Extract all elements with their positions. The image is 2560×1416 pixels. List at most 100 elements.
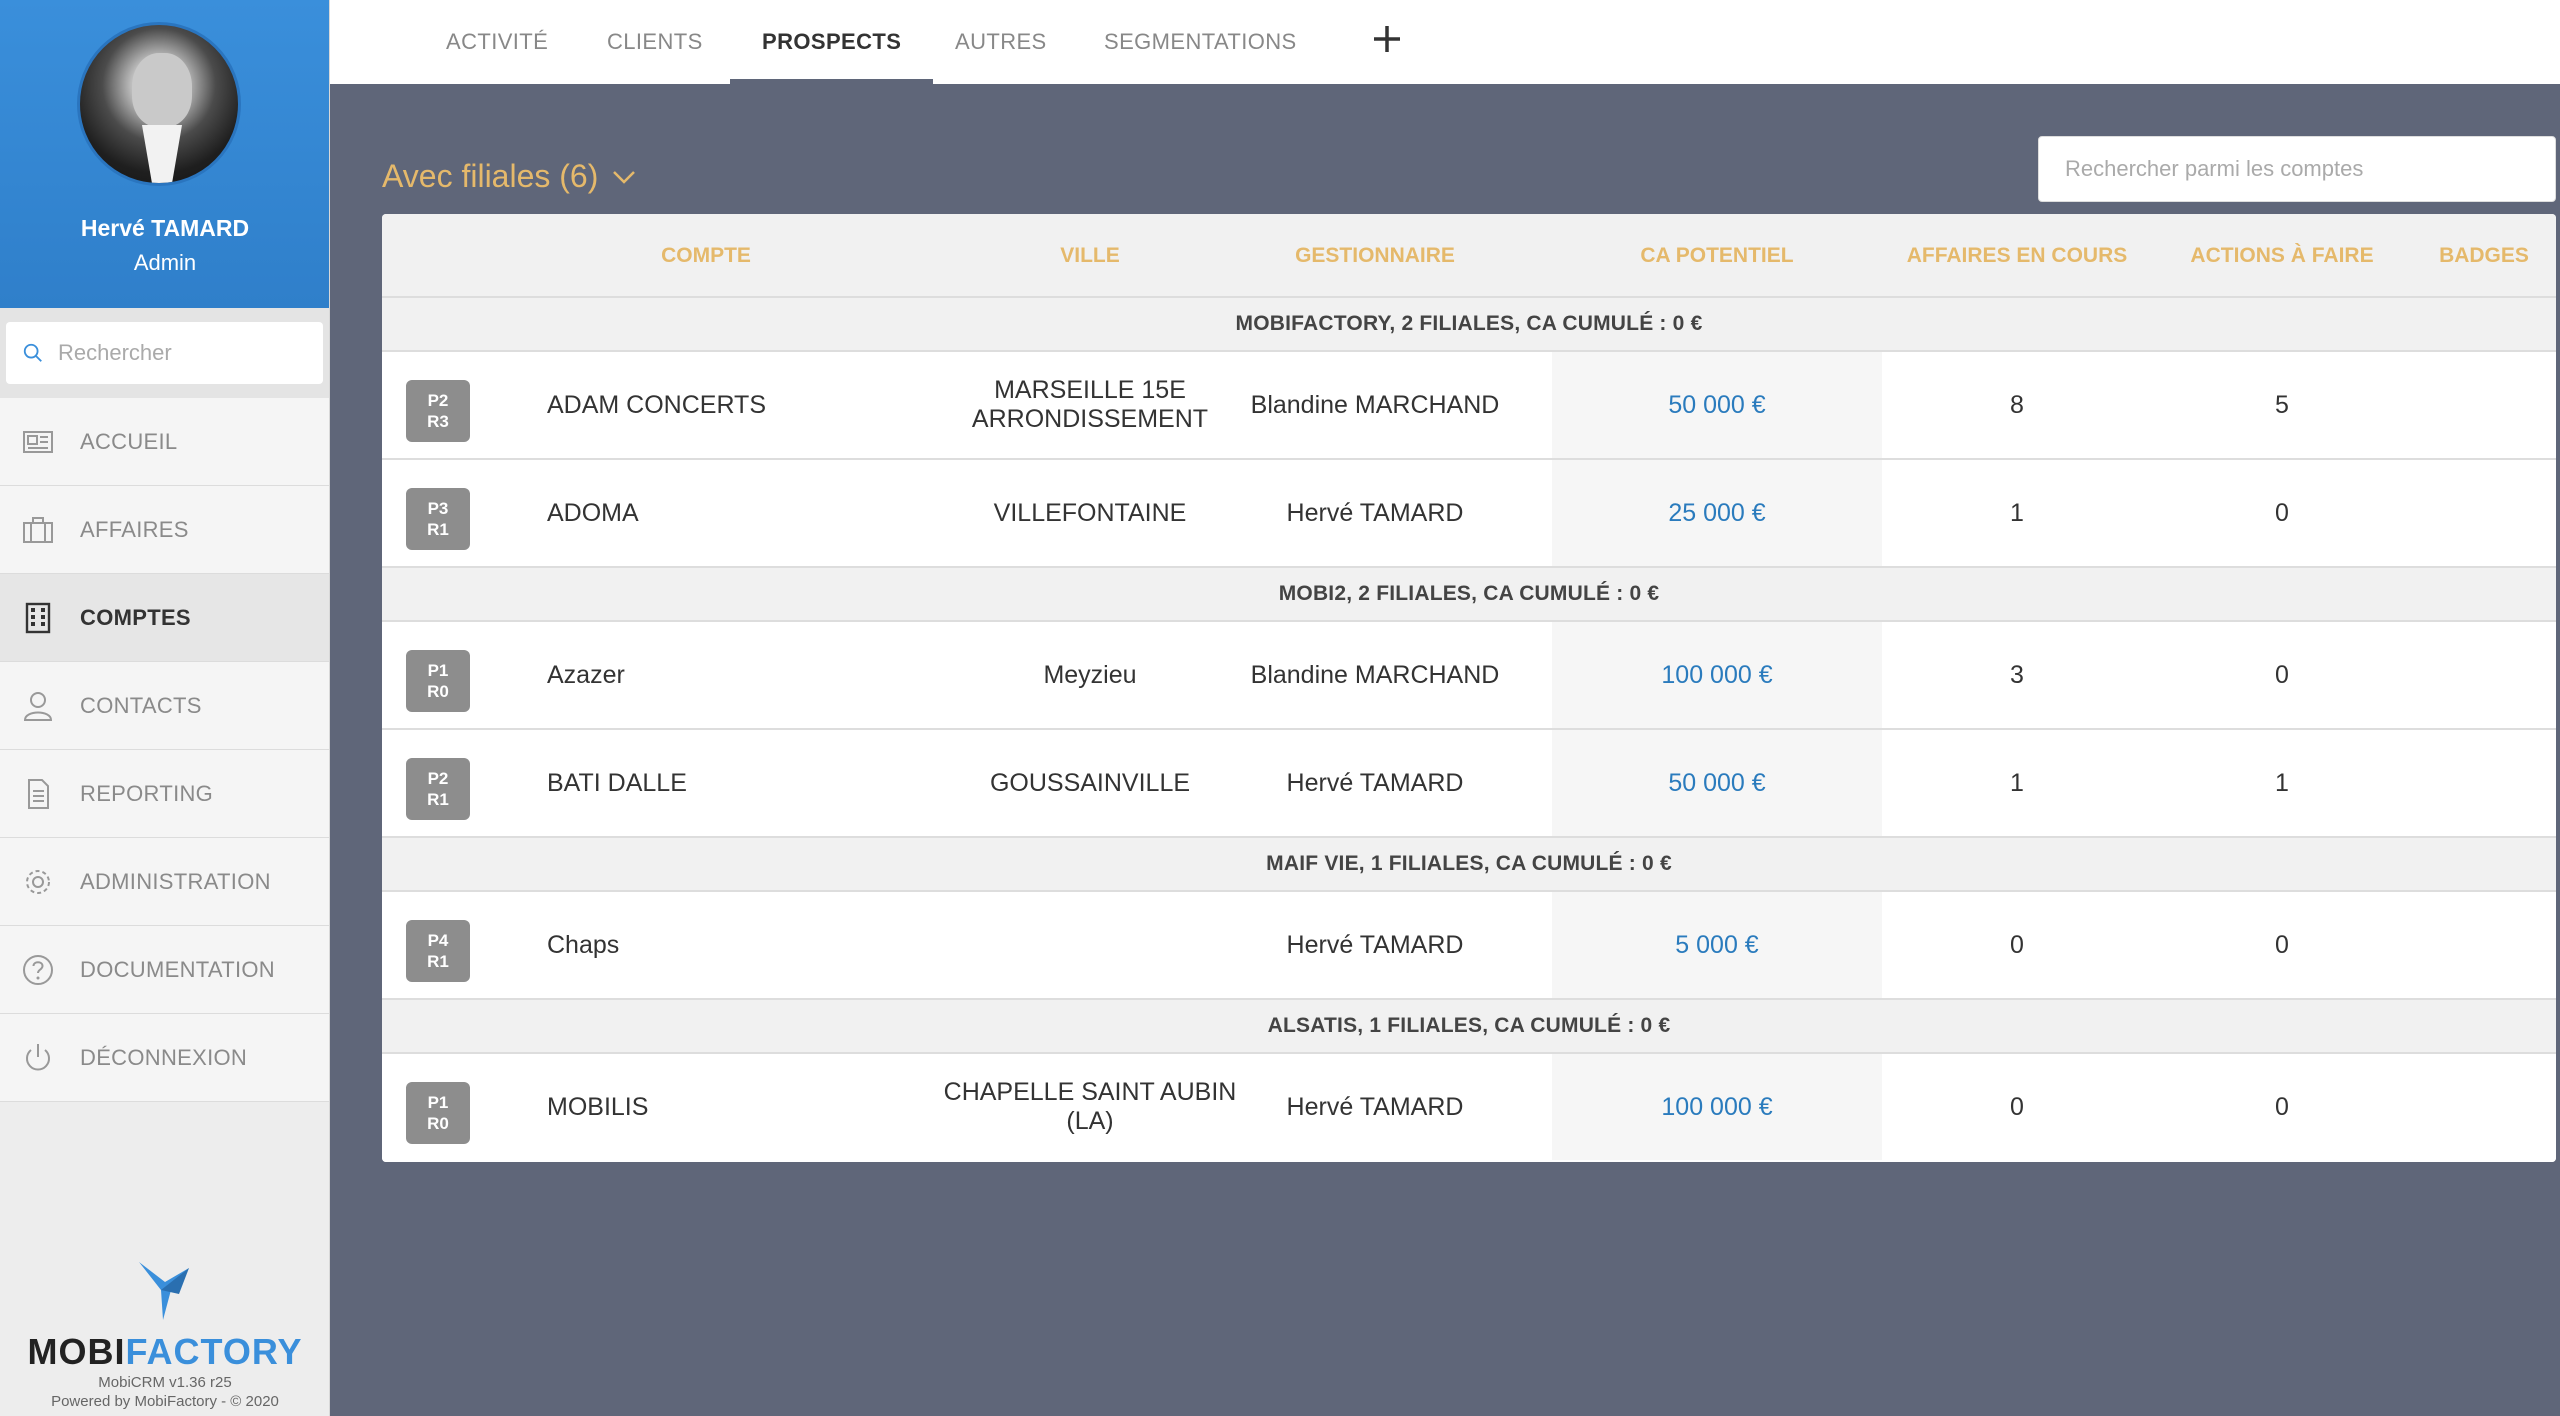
sidebar-search-wrap — [0, 308, 329, 398]
header-compte[interactable]: COMPTE — [661, 244, 751, 267]
table-row[interactable]: P4 R1 Chaps Hervé TAMARD 5 000 €0 0 — [382, 892, 2556, 1000]
table-row[interactable]: P2 R1 BATI DALLE GOUSSAINVILLE Hervé TAMARD 5… — [382, 730, 2556, 838]
tab-prospects[interactable]: PROSPECTS — [730, 0, 934, 84]
table-header: COMPTE VILLE GESTIONNAIRE CA POTENTIEL A… — [382, 214, 2556, 298]
table-row[interactable]: P1 R0 Azazer Meyzieu Blandine MARCHAND 100 00… — [382, 622, 2556, 730]
newspaper-icon — [20, 424, 56, 460]
tab-autres[interactable]: AUTRES — [955, 29, 1047, 54]
badge-r: R0 — [427, 1114, 449, 1133]
badge-r: R1 — [427, 790, 449, 809]
cell-affaires-en-cours: 3 — [2010, 660, 2024, 689]
avatar[interactable] — [77, 22, 241, 186]
sidebar-item-affaires[interactable]: AFFAIRES — [0, 486, 329, 574]
priority-badge: P1 R0 — [406, 1082, 470, 1144]
brand-powered: Powered by MobiFactory - © 2020 — [51, 1393, 279, 1410]
search-icon — [23, 343, 42, 362]
badge-r: R1 — [427, 952, 449, 971]
bird-logo-icon — [139, 1262, 189, 1320]
priority-badge: P3 R1 — [406, 488, 470, 550]
sidebar-item-label: DOCUMENTATION — [80, 956, 275, 982]
badge-p: P2 — [427, 769, 449, 788]
header-affaires-en-cours[interactable]: AFFAIRES EN COURS — [1906, 244, 2128, 267]
cell-ca-potentiel: 50 000 € — [1552, 352, 1882, 458]
table-row[interactable]: P2 R3 ADAM CONCERTS MARSEILLE 15E ARRONDISS… — [382, 352, 2556, 460]
tab-clients[interactable]: CLIENTS — [607, 29, 703, 54]
cell-compte: Azazer — [547, 660, 625, 689]
tab-activite[interactable]: ACTIVITÉ — [446, 29, 549, 54]
sidebar-item-reporting[interactable]: REPORTING — [0, 750, 329, 838]
sidebar-item-comptes[interactable]: COMPTES — [0, 574, 329, 662]
cell-badges — [2412, 730, 2556, 836]
cell-affaires-en-cours: 0 — [2010, 930, 2024, 959]
priority-badge: P1 R0 — [406, 650, 470, 712]
header-gestionnaire[interactable]: GESTIONNAIRE — [1295, 244, 1455, 267]
document-icon — [20, 776, 56, 812]
sidebar-item-deconnexion[interactable]: DÉCONNEXION — [0, 1014, 329, 1102]
chevron-down-icon — [613, 170, 636, 184]
cell-gestionnaire: Blandine MARCHAND — [1250, 660, 1500, 689]
account-search-input[interactable] — [2038, 136, 2556, 202]
cell-gestionnaire: Hervé TAMARD — [1286, 498, 1464, 527]
table-row[interactable]: P3 R1 ADOMA VILLEFONTAINE Hervé TAMARD 25 000… — [382, 460, 2556, 568]
sidebar-item-label: AFFAIRES — [80, 516, 189, 542]
cell-ville: VILLEFONTAINE — [993, 498, 1187, 527]
group-filter-label: Avec filiales (6) — [382, 158, 599, 194]
cell-ca-potentiel: 25 000 € — [1552, 460, 1882, 566]
cell-affaires-en-cours: 1 — [2010, 768, 2024, 797]
cell-ca-potentiel: 50 000 € — [1552, 730, 1882, 836]
cell-affaires-en-cours: 8 — [2010, 390, 2024, 419]
priority-badge: P2 R3 — [406, 380, 470, 442]
cell-actions-a-faire: 0 — [2275, 1092, 2289, 1121]
header-ville[interactable]: VILLE — [1060, 244, 1120, 267]
badge-r: R1 — [427, 520, 449, 539]
sidebar-item-label: CONTACTS — [80, 692, 202, 718]
sidebar-nav: ACCUEIL AFFAIRES COMPTES CONTACTS REPORT… — [0, 398, 329, 1102]
cell-compte: ADAM CONCERTS — [547, 390, 767, 419]
cell-actions-a-faire: 0 — [2275, 660, 2289, 689]
header-badges[interactable]: BADGES — [2439, 244, 2529, 267]
cell-gestionnaire: Hervé TAMARD — [1286, 768, 1464, 797]
cell-ca-potentiel: 5 000 € — [1552, 892, 1882, 998]
brand-logo: MOBIFACTORY — [27, 1331, 303, 1372]
cell-gestionnaire: Blandine MARCHAND — [1250, 390, 1500, 419]
help-icon — [20, 952, 56, 988]
sidebar-item-documentation[interactable]: DOCUMENTATION — [0, 926, 329, 1014]
cell-actions-a-faire: 0 — [2275, 498, 2289, 527]
header-ca-potentiel[interactable]: CA POTENTIEL — [1640, 244, 1794, 267]
cell-actions-a-faire: 0 — [2275, 930, 2289, 959]
cell-affaires-en-cours: 0 — [2010, 1092, 2024, 1121]
cell-ville: MARSEILLE 15E ARRONDISSEMENT — [971, 376, 1209, 433]
sidebar-item-administration[interactable]: ADMINISTRATION — [0, 838, 329, 926]
header-actions-a-faire[interactable]: ACTIONS À FAIRE — [2190, 244, 2374, 267]
brand: MOBIFACTORY MobiCRM v1.36 r25 Powered by… — [0, 1260, 330, 1411]
cell-gestionnaire: Hervé TAMARD — [1286, 930, 1464, 959]
sidebar-search-input[interactable] — [58, 340, 298, 366]
priority-badge: P2 R1 — [406, 758, 470, 820]
table-row[interactable]: P1 R0 MOBILIS CHAPELLE SAINT AUBIN (LA) Herv… — [382, 1054, 2556, 1162]
user-icon — [20, 688, 56, 724]
sidebar-search — [6, 322, 323, 384]
sidebar-item-label: ACCUEIL — [80, 428, 178, 454]
cell-badges — [2412, 352, 2556, 458]
priority-badge: P4 R1 — [406, 920, 470, 982]
sidebar-item-label: COMPTES — [80, 604, 191, 630]
cell-badges — [2412, 622, 2556, 728]
sidebar-item-accueil[interactable]: ACCUEIL — [0, 398, 329, 486]
group-header-row: MAIF VIE, 1 FILIALES, CA CUMULÉ : 0 € — [382, 838, 2556, 892]
profile-panel: Hervé TAMARD Admin — [0, 0, 329, 308]
briefcase-icon — [20, 512, 56, 548]
cell-ca-potentiel: 100 000 € — [1552, 1054, 1882, 1160]
top-tabs: ACTIVITÉ CLIENTS PROSPECTS AUTRES SEGMEN… — [330, 0, 2560, 84]
sidebar-item-contacts[interactable]: CONTACTS — [0, 662, 329, 750]
add-tab-icon[interactable] — [1366, 18, 1408, 60]
power-icon — [20, 1040, 56, 1076]
cell-gestionnaire: Hervé TAMARD — [1286, 1092, 1464, 1121]
cell-compte: ADOMA — [547, 498, 639, 527]
group-header-row: MOBI2, 2 FILIALES, CA CUMULÉ : 0 € — [382, 568, 2556, 622]
cell-ca-potentiel: 100 000 € — [1552, 622, 1882, 728]
accounts-table: COMPTE VILLE GESTIONNAIRE CA POTENTIEL A… — [382, 214, 2556, 1162]
sidebar-item-label: DÉCONNEXION — [80, 1044, 248, 1070]
group-filter-dropdown[interactable]: Avec filiales (6) — [382, 158, 636, 195]
tab-segmentations[interactable]: SEGMENTATIONS — [1104, 29, 1297, 54]
cell-ville: GOUSSAINVILLE — [989, 768, 1191, 797]
